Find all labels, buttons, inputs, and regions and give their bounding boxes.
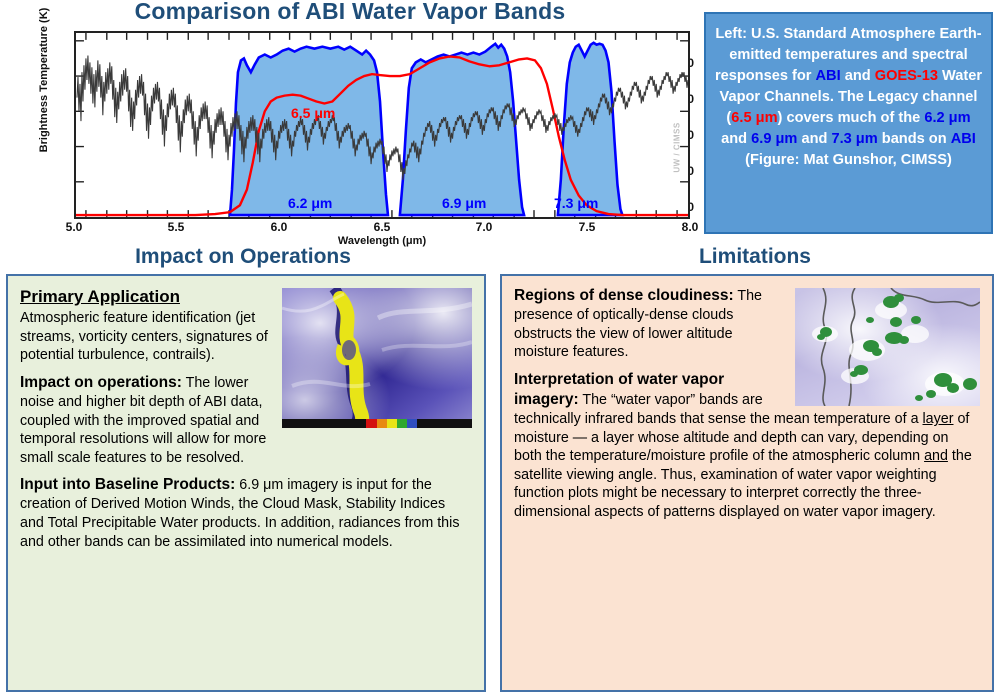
impact-primary-application: Primary Application Atmospheric feature … [20, 286, 472, 365]
x-tick-6p0: 6.0 [270, 220, 288, 234]
x-tick-7p0: 7.0 [475, 220, 493, 234]
limitations-interpretation-paragraph: Interpretation of water vapor imagery: T… [514, 370, 980, 522]
chart-x-axis-title: Wavelength (μm) [337, 235, 427, 247]
chart-watermark: UW / CIMSS [672, 122, 682, 173]
caption-and-1: and [840, 68, 875, 84]
impact-baseline-body: 6.9 μm imagery is input for the creation… [20, 477, 460, 550]
top-axis-ticks [85, 33, 678, 40]
limitations-interp-and: and [924, 448, 948, 465]
x-tick-5p0: 5.0 [65, 220, 83, 234]
limitations-dense-body: The presence of optically-dense clouds o… [514, 288, 762, 361]
cloud-imagery-thumbnail [795, 288, 980, 406]
impact-operations-head: Impact on operations: [20, 373, 182, 391]
impact-operations-body: The lower noise and higher bit depth of … [20, 374, 267, 466]
panel-impact-on-operations: Primary Application Atmospheric feature … [6, 274, 486, 692]
abi-band-6p2 [228, 45, 390, 217]
x-tick-6p5: 6.5 [373, 220, 391, 234]
abi-band-7p3 [556, 41, 625, 217]
section-heading-limitations: Limitations [698, 245, 811, 268]
limitations-interp-a: The “water vapor” bands are technically … [514, 392, 923, 428]
band-label-7p3: 7.3 μm [554, 195, 599, 211]
abi-band-6p9 [398, 41, 526, 217]
limitations-interp-c: the satellite viewing angle. Thus, exami… [514, 448, 972, 521]
impact-primary-title: Primary Application [20, 287, 180, 306]
limitations-interp-layer: layer [922, 411, 954, 428]
spectral-response-chart: Brightness Temperature (K) 300 280 260 2… [14, 8, 698, 248]
band-label-6p9: 6.9 μm [442, 195, 487, 211]
impact-operations-paragraph: Impact on operations: The lower noise an… [20, 373, 472, 467]
caption-band-7p3: 7.3 μm [831, 131, 878, 147]
chart-y-axis-title: Brightness Temperature (K) [38, 7, 50, 153]
caption-text-3: ) covers much of the [777, 110, 925, 126]
impact-primary-body: Atmospheric feature identification (jet … [20, 310, 268, 364]
caption-band-6p9: 6.9 μm [751, 131, 798, 147]
caption-and-2: and [721, 131, 752, 147]
water-vapor-imagery-thumbnail [282, 288, 472, 428]
caption-legacy-band: 6.5 μm [731, 110, 778, 126]
goes13-legacy-response-curve [76, 55, 688, 217]
figure-caption-box: Left: U.S. Standard Atmosphere Earth-emi… [704, 12, 993, 234]
chart-canvas [76, 33, 688, 217]
x-tick-7p5: 7.5 [578, 220, 596, 234]
section-heading-impact: Impact on Operations [135, 245, 351, 268]
caption-text-1: Left: U.S. Standard Atmosphere Earth-emi… [714, 26, 982, 84]
page-title: Comparison of ABI Water Vapor Bands [134, 0, 566, 24]
panel-limitations: Regions of dense cloudiness: The presenc… [500, 274, 994, 692]
band-label-6p2: 6.2 μm [288, 195, 333, 211]
band-label-6p5: 6.5 μm [291, 105, 336, 121]
limitations-interp-b: of moisture — a layer whose altitude and… [514, 411, 970, 465]
limitations-dense-head: Regions of dense cloudiness: [514, 287, 734, 304]
caption-abi-2: ABI [950, 131, 976, 147]
caption-goes13: GOES-13 [874, 68, 938, 84]
caption-text-2: Water Vapor Channels. The Legacy channel… [719, 68, 983, 126]
caption-abi-1: ABI [815, 68, 841, 84]
caption-and-3: and [797, 131, 832, 147]
earth-emitted-spectrum [76, 55, 688, 180]
caption-text-5: (Figure: Mat Gunshor, CIMSS) [745, 152, 952, 168]
impact-baseline-head: Input into Baseline Products: [20, 476, 236, 494]
limitations-dense-paragraph: Regions of dense cloudiness: The presenc… [514, 286, 980, 362]
caption-text-4: bands on [877, 131, 951, 147]
impact-baseline-paragraph: Input into Baseline Products: 6.9 μm ima… [20, 475, 472, 551]
x-tick-5p5: 5.5 [167, 220, 185, 234]
caption-band-6p2: 6.2 μm [924, 110, 971, 126]
limitations-interp-head: Interpretation of water vapor imagery: [514, 370, 725, 409]
x-tick-8p0: 8.0 [681, 220, 699, 234]
chart-plot-area: UW / CIMSS 6.5 μm 6.2 μm 6.9 μm 7.3 μm [74, 31, 690, 219]
